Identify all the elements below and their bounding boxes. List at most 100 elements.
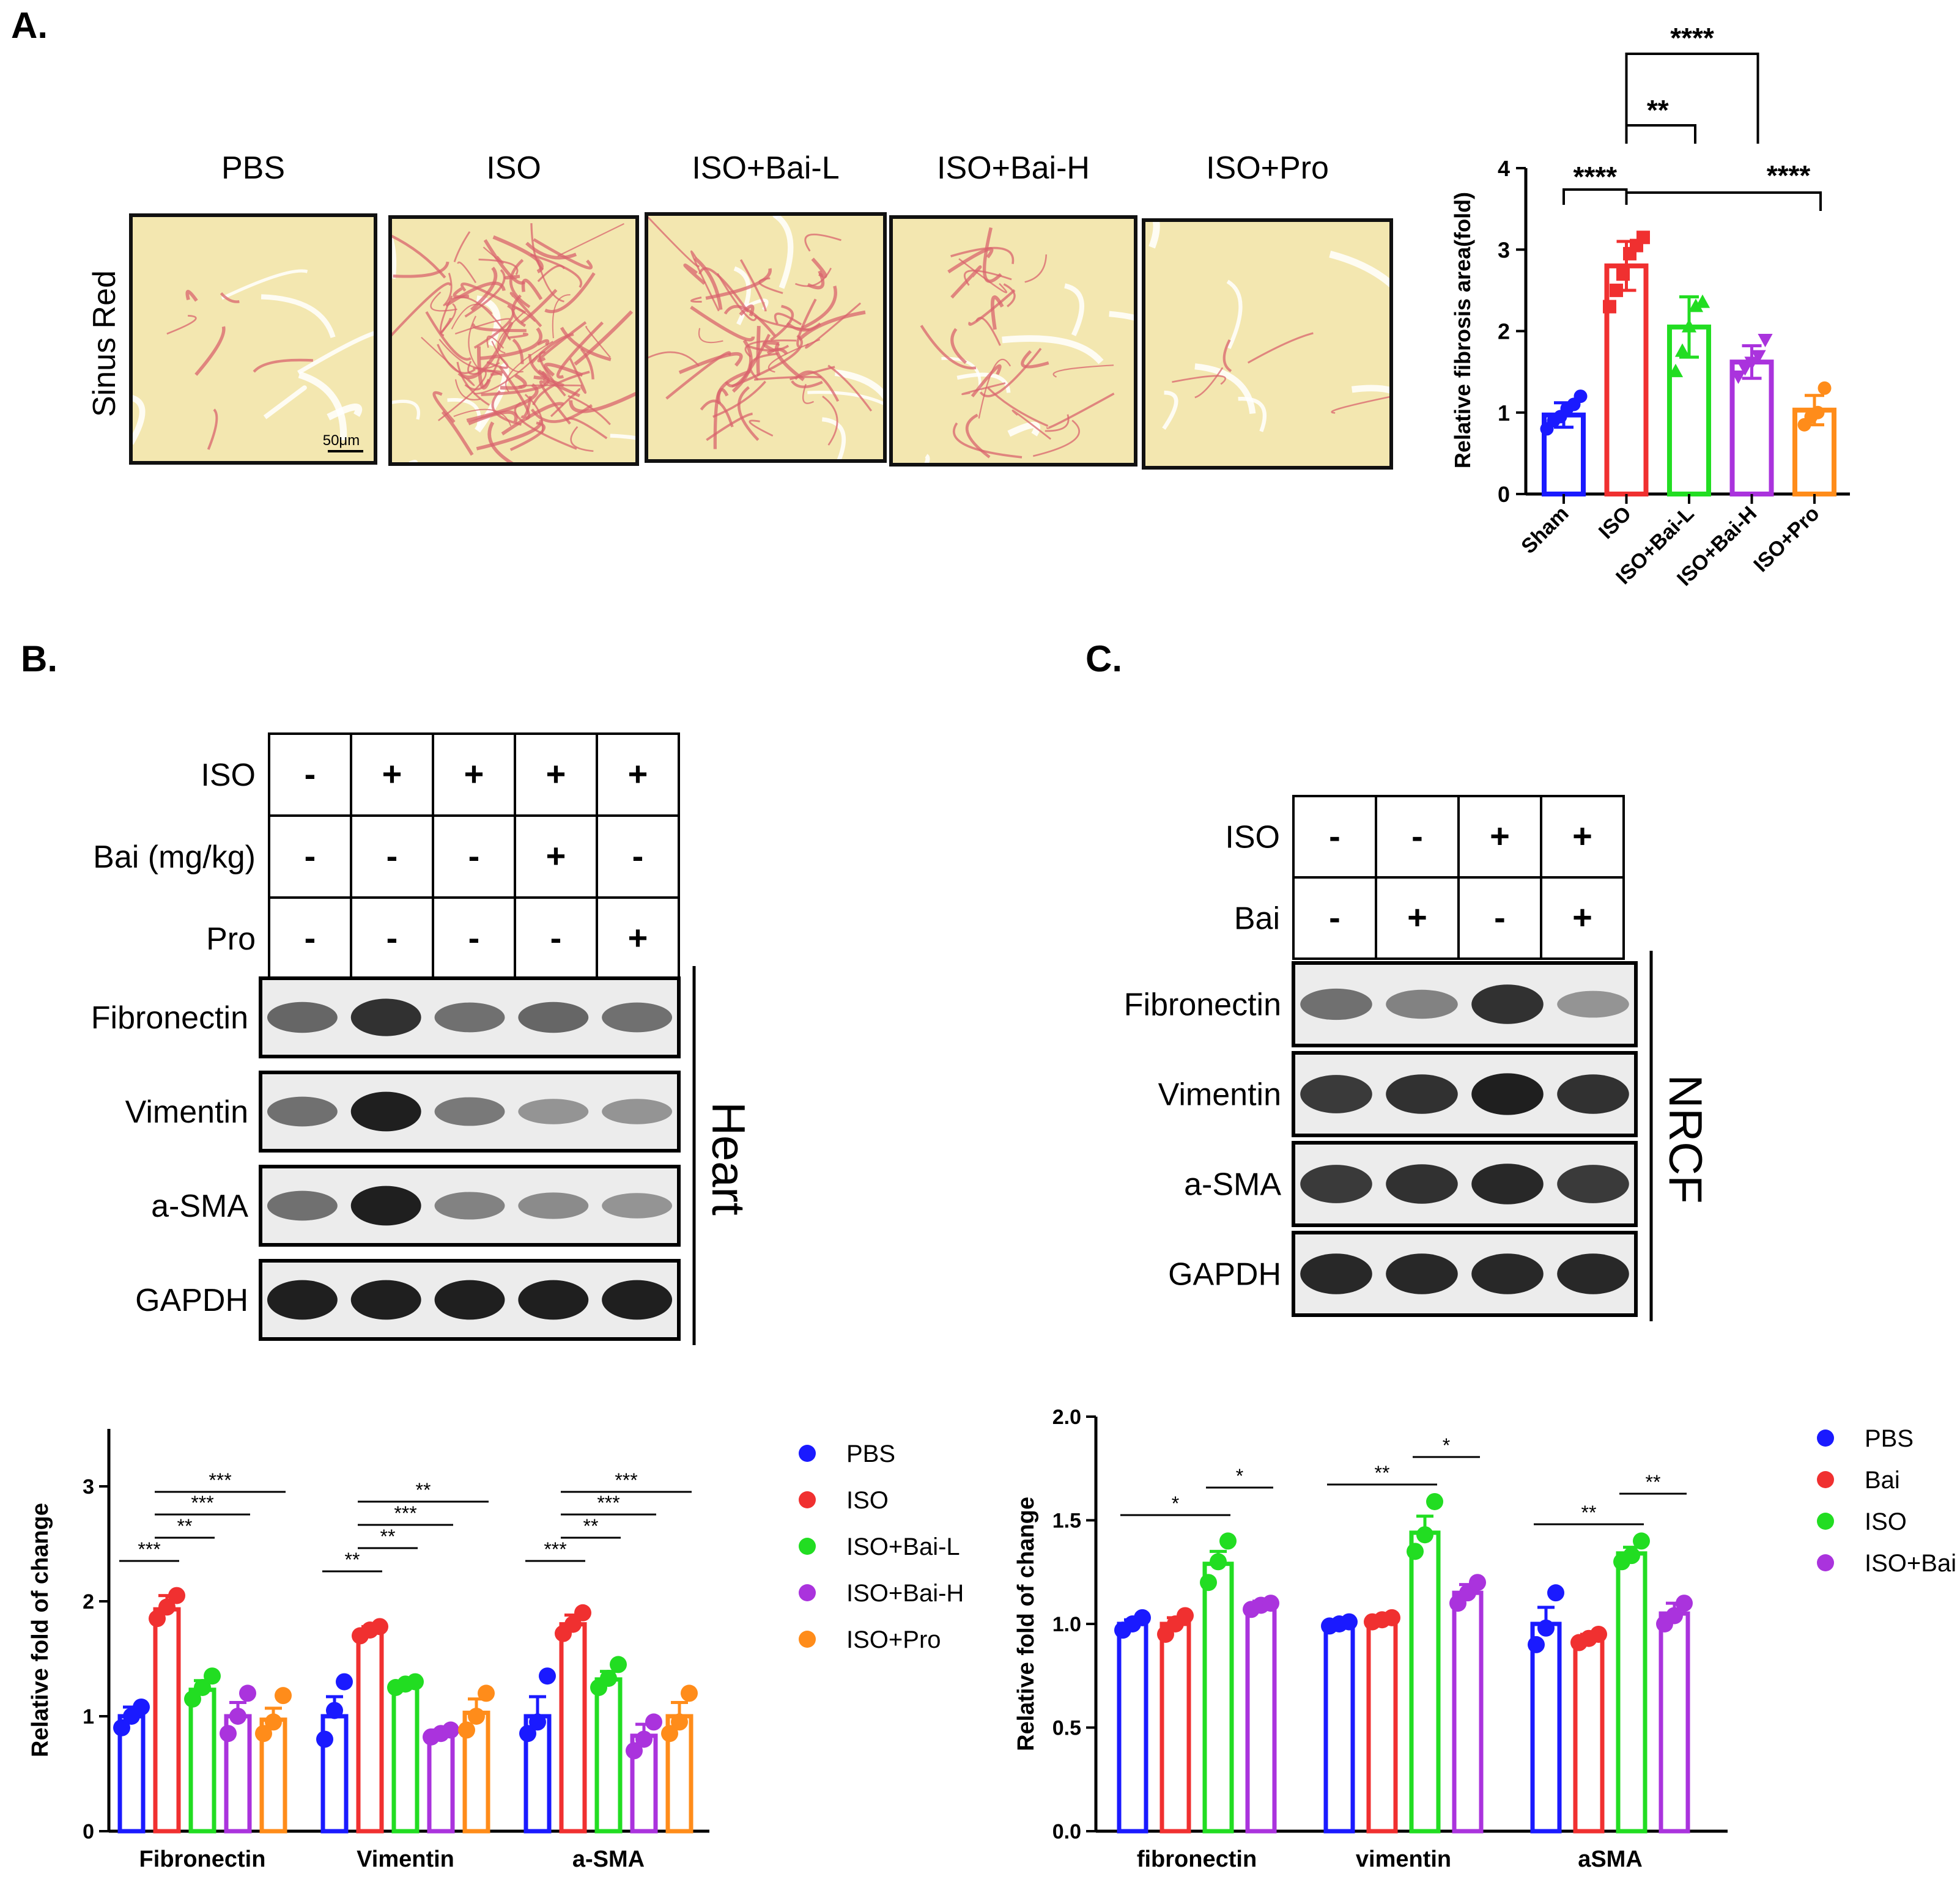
y-tick-label: 1.5 (1052, 1510, 1081, 1533)
legend-label: PBS (846, 1440, 895, 1467)
data-point (194, 1679, 211, 1696)
fibrosis-strand (690, 297, 702, 303)
tissue-gap (1002, 335, 1104, 364)
fibrosis-strand (207, 408, 218, 450)
treatment-mark: - (305, 918, 316, 957)
histology-image (1144, 220, 1391, 468)
blot-band (350, 1091, 421, 1132)
histology-group-label: ISO+Bai-L (692, 150, 839, 186)
fibrosis-strand (479, 327, 542, 360)
fibrosis-strand (795, 267, 832, 287)
fibrosis-strand (758, 277, 783, 294)
fibrosis-strand (738, 386, 760, 441)
data-point (371, 1618, 388, 1636)
bar (1323, 1621, 1355, 1834)
fibrosis-strand (509, 292, 542, 328)
treatment-mark: - (632, 836, 644, 875)
fibrosis-strand (920, 325, 977, 370)
tissue-gap (298, 371, 347, 441)
legend-marker (799, 1584, 816, 1601)
treatment-mark: - (386, 918, 398, 957)
significance-label: *** (597, 1492, 619, 1514)
fibrosis-strand (712, 380, 766, 418)
fibrosis-strand (1222, 339, 1232, 372)
data-point (519, 1725, 536, 1743)
significance-label: * (1443, 1434, 1450, 1456)
bar (1616, 1551, 1648, 1834)
fibrosis-strand (1045, 414, 1070, 432)
treatment-label: ISO (201, 758, 256, 793)
y-axis-label: Relative fold of change (28, 1503, 53, 1757)
tissue-label: Heart (702, 1102, 754, 1215)
significance-label: *** (138, 1538, 160, 1560)
fibrosis-strand (487, 421, 517, 464)
fibrosis-strand (543, 378, 580, 397)
blot-band (1557, 1165, 1629, 1203)
fibrosis-strand (978, 358, 1011, 419)
histology-image (646, 214, 885, 461)
histology-image (131, 215, 375, 463)
fibrosis-strand (744, 339, 797, 358)
histology-group-label: ISO+Bai-H (937, 150, 1090, 186)
blot-band (602, 1280, 673, 1320)
bar (153, 1607, 181, 1834)
fibrosis-strand (166, 315, 197, 335)
fibrosis-strand (454, 318, 511, 335)
panel-label-c: C. (1085, 638, 1122, 679)
legend-marker (1817, 1471, 1834, 1488)
fibrosis-strand (805, 302, 862, 349)
fibrosis-strand (473, 304, 515, 349)
fibrosis-strand (570, 426, 594, 452)
histology-group-label: ISO (486, 150, 541, 186)
bar (427, 1731, 455, 1834)
fibrosis-strand (749, 419, 774, 437)
histology-frame (1142, 218, 1393, 470)
fibrosis-strand (437, 344, 476, 374)
tissue-gap (772, 214, 794, 289)
data-point (1547, 1584, 1564, 1602)
fibrosis-strand (723, 304, 777, 337)
fibrosis-strand (421, 336, 475, 386)
treatment-mark: + (1572, 817, 1592, 855)
fibrosis-strand (501, 402, 564, 436)
tissue-gap (1226, 279, 1243, 349)
fibrosis-strand (457, 261, 477, 284)
fibrosis-strand (486, 335, 505, 349)
blot-band (434, 1097, 505, 1126)
fibrosis-strand (468, 315, 481, 372)
data-point (1383, 1609, 1400, 1626)
fibrosis-strand (443, 273, 453, 307)
fibrosis-strand (491, 390, 522, 426)
fibrosis-strand (497, 312, 524, 354)
bar (594, 1677, 623, 1834)
treatment-mark: + (1490, 817, 1510, 855)
y-tick-label: 2.0 (1052, 1406, 1081, 1429)
fibrosis-strand (552, 294, 571, 339)
y-tick-label: 0 (83, 1820, 94, 1843)
data-point (1681, 319, 1697, 333)
significance-label: *** (191, 1492, 213, 1514)
treatment-mark: - (305, 836, 316, 875)
data-point (529, 1713, 546, 1731)
tissue-gap (1351, 385, 1391, 394)
bar (1245, 1603, 1277, 1834)
treatment-label: Pro (206, 921, 256, 957)
tissue-gap (131, 394, 146, 445)
scale-bar-label: 50μm (323, 432, 360, 449)
histology-texture (1148, 220, 1391, 432)
fibrosis-strand (530, 253, 582, 288)
fibrosis-strand (504, 275, 520, 279)
blot-band (267, 1280, 338, 1320)
y-axis-label: Relative fold of change (1013, 1497, 1039, 1751)
legend-marker (1817, 1554, 1834, 1571)
data-point (1676, 1595, 1693, 1612)
y-tick-label: 0.0 (1052, 1820, 1081, 1843)
histology-texture (131, 269, 375, 450)
data-point (1134, 1609, 1151, 1626)
legend-label: Bai (1865, 1467, 1900, 1494)
fibrosis-strand (468, 410, 518, 426)
bar (1659, 1611, 1690, 1834)
data-point (1200, 1574, 1217, 1592)
fibrosis-strand (678, 352, 743, 374)
data-point (1688, 298, 1704, 312)
